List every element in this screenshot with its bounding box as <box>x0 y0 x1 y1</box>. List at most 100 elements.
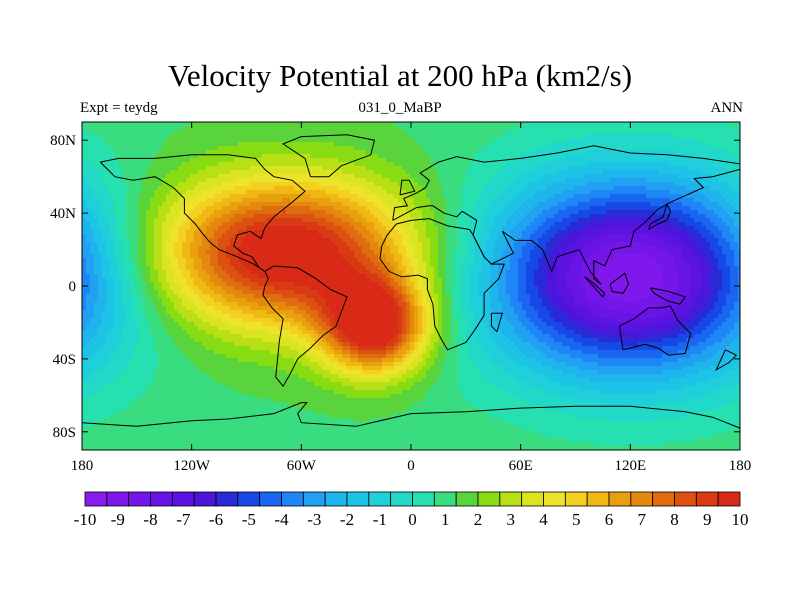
field-cell <box>114 242 119 247</box>
field-cell <box>466 206 471 211</box>
field-cell <box>226 142 231 147</box>
field-cell <box>506 154 511 159</box>
field-cell <box>682 150 687 155</box>
field-cell <box>722 174 727 179</box>
field-cell <box>138 202 143 207</box>
field-cell <box>494 198 499 203</box>
field-cell <box>174 198 179 203</box>
field-cell <box>262 146 267 151</box>
field-cell <box>358 194 363 199</box>
field-cell <box>162 242 167 247</box>
field-cell <box>598 174 603 179</box>
field-cell <box>230 194 235 199</box>
field-cell <box>194 134 199 139</box>
field-cell <box>466 186 471 191</box>
field-cell <box>310 170 315 175</box>
field-cell <box>394 218 399 223</box>
field-cell <box>378 230 383 235</box>
field-cell <box>686 186 691 191</box>
field-cell <box>458 186 463 191</box>
field-cell <box>98 206 103 211</box>
field-cell <box>334 226 339 231</box>
field-cell <box>250 162 255 167</box>
field-cell <box>118 146 123 151</box>
field-cell <box>590 154 595 159</box>
field-cell <box>694 162 699 167</box>
field-cell <box>674 222 679 227</box>
field-cell <box>130 190 135 195</box>
field-cell <box>218 202 223 207</box>
field-cell <box>662 154 667 159</box>
field-cell <box>370 190 375 195</box>
field-cell <box>614 210 619 215</box>
field-cell <box>86 134 91 139</box>
field-cell <box>514 222 519 227</box>
field-cell <box>354 138 359 143</box>
field-cell <box>594 234 599 239</box>
field-cell <box>598 170 603 175</box>
field-cell <box>642 122 647 127</box>
field-cell <box>642 186 647 191</box>
field-cell <box>422 234 427 239</box>
field-cell <box>566 142 571 147</box>
field-cell <box>106 202 111 207</box>
field-cell <box>90 134 95 139</box>
field-cell <box>82 150 87 155</box>
field-cell <box>158 210 163 215</box>
field-cell <box>454 238 459 243</box>
field-cell <box>110 162 115 167</box>
field-cell <box>318 186 323 191</box>
field-cell <box>422 154 427 159</box>
field-cell <box>154 142 159 147</box>
field-cell <box>326 162 331 167</box>
field-cell <box>514 154 519 159</box>
field-cell <box>90 138 95 143</box>
field-cell <box>458 162 463 167</box>
field-cell <box>274 122 279 127</box>
field-cell <box>386 178 391 183</box>
field-cell <box>238 170 243 175</box>
field-cell <box>666 182 671 187</box>
field-cell <box>202 174 207 179</box>
field-cell <box>658 234 663 239</box>
field-cell <box>322 158 327 163</box>
field-cell <box>358 226 363 231</box>
field-cell <box>634 194 639 199</box>
field-cell <box>698 230 703 235</box>
field-cell <box>678 202 683 207</box>
field-cell <box>330 206 335 211</box>
field-cell <box>374 186 379 191</box>
field-cell <box>346 226 351 231</box>
field-cell <box>86 166 91 171</box>
field-cell <box>722 134 727 139</box>
field-cell <box>642 226 647 231</box>
field-cell <box>234 226 239 231</box>
field-cell <box>158 214 163 219</box>
field-cell <box>502 170 507 175</box>
field-cell <box>170 238 175 243</box>
field-cell <box>354 150 359 155</box>
field-cell <box>522 130 527 135</box>
field-cell <box>386 214 391 219</box>
field-cell <box>262 238 267 243</box>
field-cell <box>694 134 699 139</box>
field-cell <box>538 226 543 231</box>
field-cell <box>570 150 575 155</box>
field-cell <box>430 214 435 219</box>
field-cell <box>210 126 215 131</box>
field-cell <box>410 226 415 231</box>
field-cell <box>514 122 519 127</box>
field-cell <box>550 202 555 207</box>
field-cell <box>174 170 179 175</box>
field-cell <box>358 138 363 143</box>
field-cell <box>202 130 207 135</box>
field-cell <box>438 202 443 207</box>
field-cell <box>402 210 407 215</box>
field-cell <box>738 230 741 235</box>
field-cell <box>566 146 571 151</box>
field-cell <box>598 162 603 167</box>
field-cell <box>538 206 543 211</box>
field-cell <box>550 230 555 235</box>
field-cell <box>342 158 347 163</box>
